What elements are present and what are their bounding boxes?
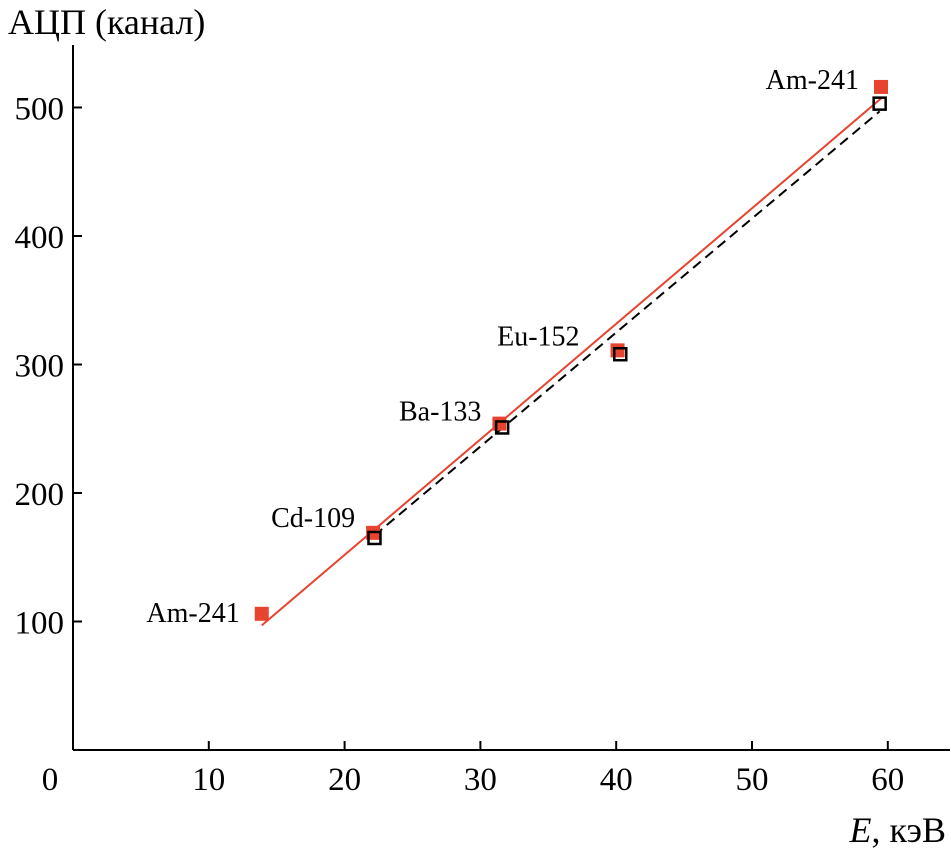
open-square-marker: [494, 420, 510, 435]
x-tick-label: 40: [600, 762, 633, 798]
y-tick-label: 300: [15, 349, 65, 385]
filled-square-marker: [874, 79, 889, 94]
point-labels: Am-241 Cd-109 Ba-133 Eu-152 Am-241: [146, 65, 859, 629]
fit-lines: [261, 97, 882, 627]
x-axis-unit: , кэВ: [872, 810, 946, 850]
x-axis-symbol: E: [849, 810, 872, 850]
fit-line-series-1: [261, 97, 882, 627]
x-tick-label: 10: [192, 762, 225, 798]
axes: 10 20 30 40 50 60 100 200 300 400 500: [15, 45, 950, 798]
y-tick-label: 200: [15, 477, 65, 513]
filled-square-marker: [492, 416, 507, 431]
point-label-am-241: Am-241: [146, 598, 239, 629]
y-tick-label: 100: [15, 606, 65, 642]
point-label-ba-133: Ba-133: [399, 397, 481, 428]
filled-square-marker: [254, 606, 269, 621]
point-label-cd-109: Cd-109: [271, 503, 355, 534]
x-axis-title: E, кэВ: [849, 810, 946, 850]
filled-square-marker: [610, 343, 625, 358]
fit-line-series-2: [373, 110, 881, 537]
x-tick-label: 20: [328, 762, 361, 798]
open-square-marker: [613, 346, 628, 362]
y-axis-title: АЦП (канал): [8, 2, 205, 42]
open-square-marker: [872, 96, 887, 111]
x-tick-label: 50: [736, 762, 769, 798]
y-tick-label: 400: [15, 220, 65, 256]
data-markers: [254, 79, 889, 621]
point-label-eu-152: Eu-152: [497, 321, 579, 352]
x-tick-label: 30: [464, 762, 497, 798]
x-tick-label: 60: [871, 762, 904, 798]
y-tick-label: 500: [15, 92, 65, 128]
origin-label: 0: [42, 762, 59, 798]
point-label-am-241: Am-241: [766, 65, 859, 96]
open-square-marker: [367, 530, 382, 546]
